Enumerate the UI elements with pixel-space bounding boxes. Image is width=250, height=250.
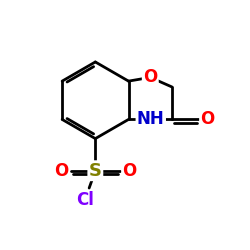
Text: O: O — [54, 162, 68, 180]
Text: O: O — [122, 162, 137, 180]
Text: O: O — [143, 68, 158, 86]
Text: Cl: Cl — [76, 192, 94, 210]
Text: O: O — [200, 110, 215, 128]
Text: NH: NH — [137, 110, 165, 128]
Text: S: S — [89, 162, 102, 180]
